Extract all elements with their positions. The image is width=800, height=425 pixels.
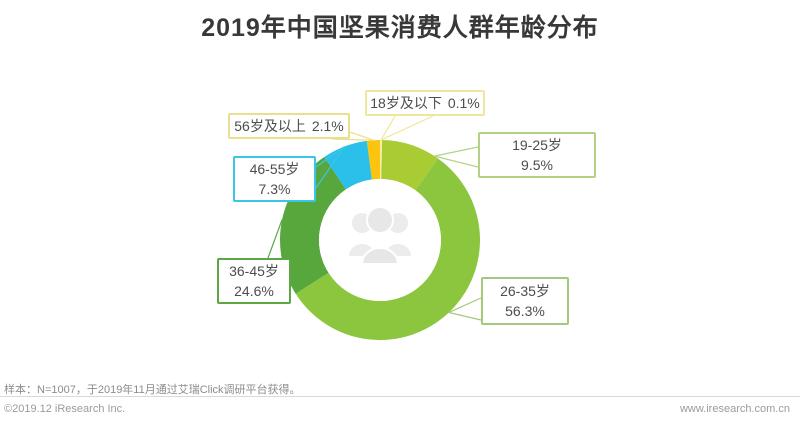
callout-label-26-35: 26-35岁 56.3%: [481, 277, 569, 325]
segment-value: 9.5%: [521, 157, 553, 173]
callout-line: [331, 138, 374, 141]
callout-line: [315, 145, 345, 168]
donut-hole: [319, 179, 441, 301]
callout-line: [380, 115, 396, 141]
footer-divider: [0, 396, 800, 397]
segment-value: 7.3%: [258, 181, 291, 197]
people-group-icon: [349, 206, 411, 265]
sample-note: 样本：N=1007，于2019年11月通过艾瑞Click调研平台获得。: [4, 384, 301, 396]
callout-line: [448, 311, 482, 321]
callout-label-19-25: 19-25岁 9.5%: [478, 132, 596, 178]
page-title: 2019年中国坚果消费人群年龄分布: [201, 14, 599, 42]
segment-label: 46-55岁: [249, 161, 300, 177]
donut-slice: [380, 140, 383, 180]
callout-line: [315, 146, 346, 189]
callout-line: [448, 297, 482, 314]
callout-label-under-18: 18岁及以下 0.1%: [365, 90, 485, 116]
callout-label-36-45: 36-45岁 24.6%: [217, 258, 291, 304]
donut-slice: [366, 140, 380, 180]
callout-line: [434, 155, 479, 168]
donut-slices: [280, 140, 481, 340]
segment-label: 36-45岁: [229, 263, 279, 279]
callout-line: [267, 219, 283, 259]
callout-line: [380, 115, 434, 141]
footer-website: www.iresearch.com.cn: [679, 403, 790, 415]
callout-line: [434, 146, 479, 157]
callout-label-56-plus: 56岁及以上 2.1%: [228, 113, 350, 139]
callout-line: [281, 219, 289, 259]
donut-slice: [295, 158, 481, 340]
segment-value: 2.1%: [311, 118, 344, 134]
donut-slice: [381, 140, 438, 191]
segment-value: 24.6%: [234, 283, 274, 299]
segment-label: 19-25岁: [512, 137, 562, 153]
footer-copyright: ©2019.12 iResearch Inc.: [4, 403, 126, 415]
callout-line: [349, 131, 374, 141]
segment-label: 18岁及以下: [370, 95, 442, 111]
segment-label: 26-35岁: [500, 283, 550, 299]
callout-leader-lines: [267, 115, 482, 321]
segment-label: 56岁及以上: [234, 118, 306, 134]
segment-value: 0.1%: [447, 95, 480, 111]
callout-label-46-55: 46-55岁 7.3%: [233, 156, 316, 202]
segment-value: 56.3%: [505, 303, 545, 319]
